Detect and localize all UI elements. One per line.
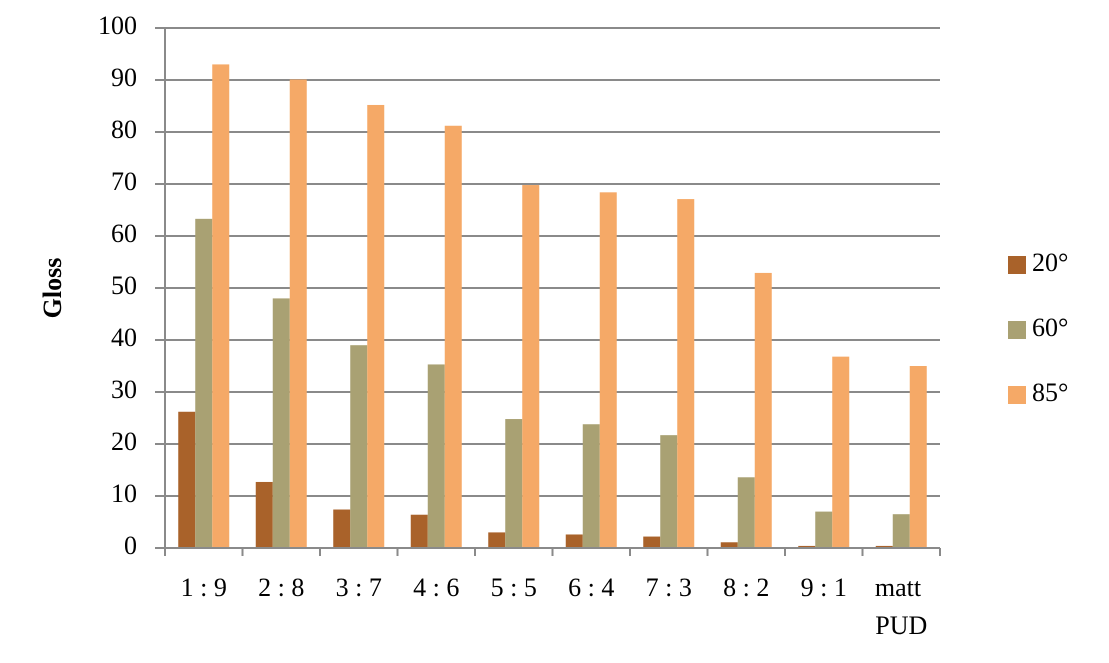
x-tick-label: matt PUD: [875, 573, 928, 640]
bar: [875, 545, 893, 548]
bar: [195, 218, 213, 548]
bar: [488, 532, 506, 548]
y-tick-label: 80: [111, 115, 137, 144]
legend-label: 60°: [1032, 313, 1068, 342]
bar: [289, 79, 307, 548]
x-tick-label: 9 : 1: [801, 573, 847, 602]
bar: [815, 511, 833, 548]
bar: [178, 411, 196, 548]
bar: [565, 534, 583, 548]
bar: [272, 298, 290, 548]
x-tick-label: 3 : 7: [336, 573, 382, 602]
legend-label: 85°: [1032, 378, 1068, 407]
bar: [255, 481, 273, 548]
legend-swatch: [1008, 386, 1026, 404]
bar: [350, 345, 368, 548]
x-tick-label: 2 : 8: [258, 573, 304, 602]
legend-label: 20°: [1032, 248, 1068, 277]
x-tick-label: 5 : 5: [491, 573, 537, 602]
y-tick-label: 70: [111, 167, 137, 196]
bar: [582, 424, 600, 548]
x-tick-label: 6 : 4: [568, 573, 614, 602]
bar: [505, 419, 523, 548]
bar: [720, 542, 738, 548]
bar: [522, 185, 540, 549]
y-tick-label: 30: [111, 375, 137, 404]
bar: [427, 364, 445, 548]
y-tick-label: 40: [111, 323, 137, 352]
legend-swatch: [1008, 321, 1026, 339]
bar: [660, 435, 678, 548]
bar: [643, 536, 661, 548]
x-tick-label: 1 : 9: [181, 573, 227, 602]
y-tick-label: 10: [111, 479, 137, 508]
y-tick-label: 0: [124, 531, 137, 560]
x-tick-label: 8 : 2: [723, 573, 769, 602]
bar: [410, 514, 428, 548]
bar: [212, 64, 230, 549]
y-tick-label: 20: [111, 427, 137, 456]
y-tick-label: 100: [98, 11, 137, 40]
bar: [754, 272, 772, 548]
bar: [444, 125, 462, 548]
y-tick-label: 60: [111, 219, 137, 248]
bar: [333, 509, 351, 548]
bar: [737, 477, 755, 548]
legend-swatch: [1008, 256, 1026, 274]
bar: [832, 356, 850, 548]
bar: [367, 104, 385, 549]
y-axis-label: Gloss: [38, 258, 67, 319]
bar: [892, 514, 910, 548]
x-tick-label: 4 : 6: [413, 573, 459, 602]
x-tick-label: 7 : 3: [646, 573, 692, 602]
bar: [798, 545, 816, 548]
y-tick-label: 50: [111, 271, 137, 300]
bar: [677, 199, 695, 548]
bar: [909, 366, 927, 548]
bar: [599, 192, 617, 548]
y-tick-label: 90: [111, 63, 137, 92]
